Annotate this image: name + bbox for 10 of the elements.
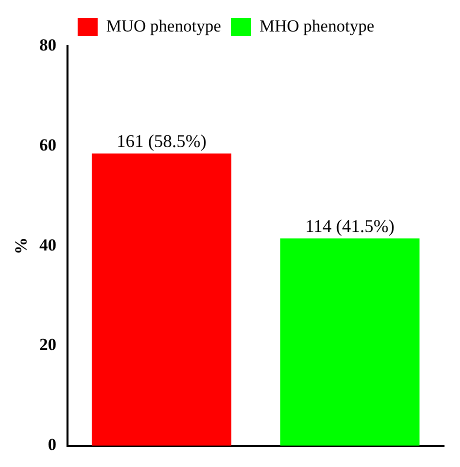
y-tick-label: 60 [39, 135, 56, 154]
legend-label: MUO phenotype [106, 16, 221, 36]
data-label: 114 (41.5%) [305, 216, 395, 236]
y-axis-title: % [12, 237, 31, 254]
y-tick-label: 20 [39, 335, 56, 354]
y-tick-label: 80 [39, 35, 56, 54]
y-tick-label: 0 [48, 435, 56, 454]
legend-label: MHO phenotype [260, 16, 374, 36]
data-label: 161 (58.5%) [116, 131, 207, 152]
y-tick-label: 40 [39, 235, 56, 254]
